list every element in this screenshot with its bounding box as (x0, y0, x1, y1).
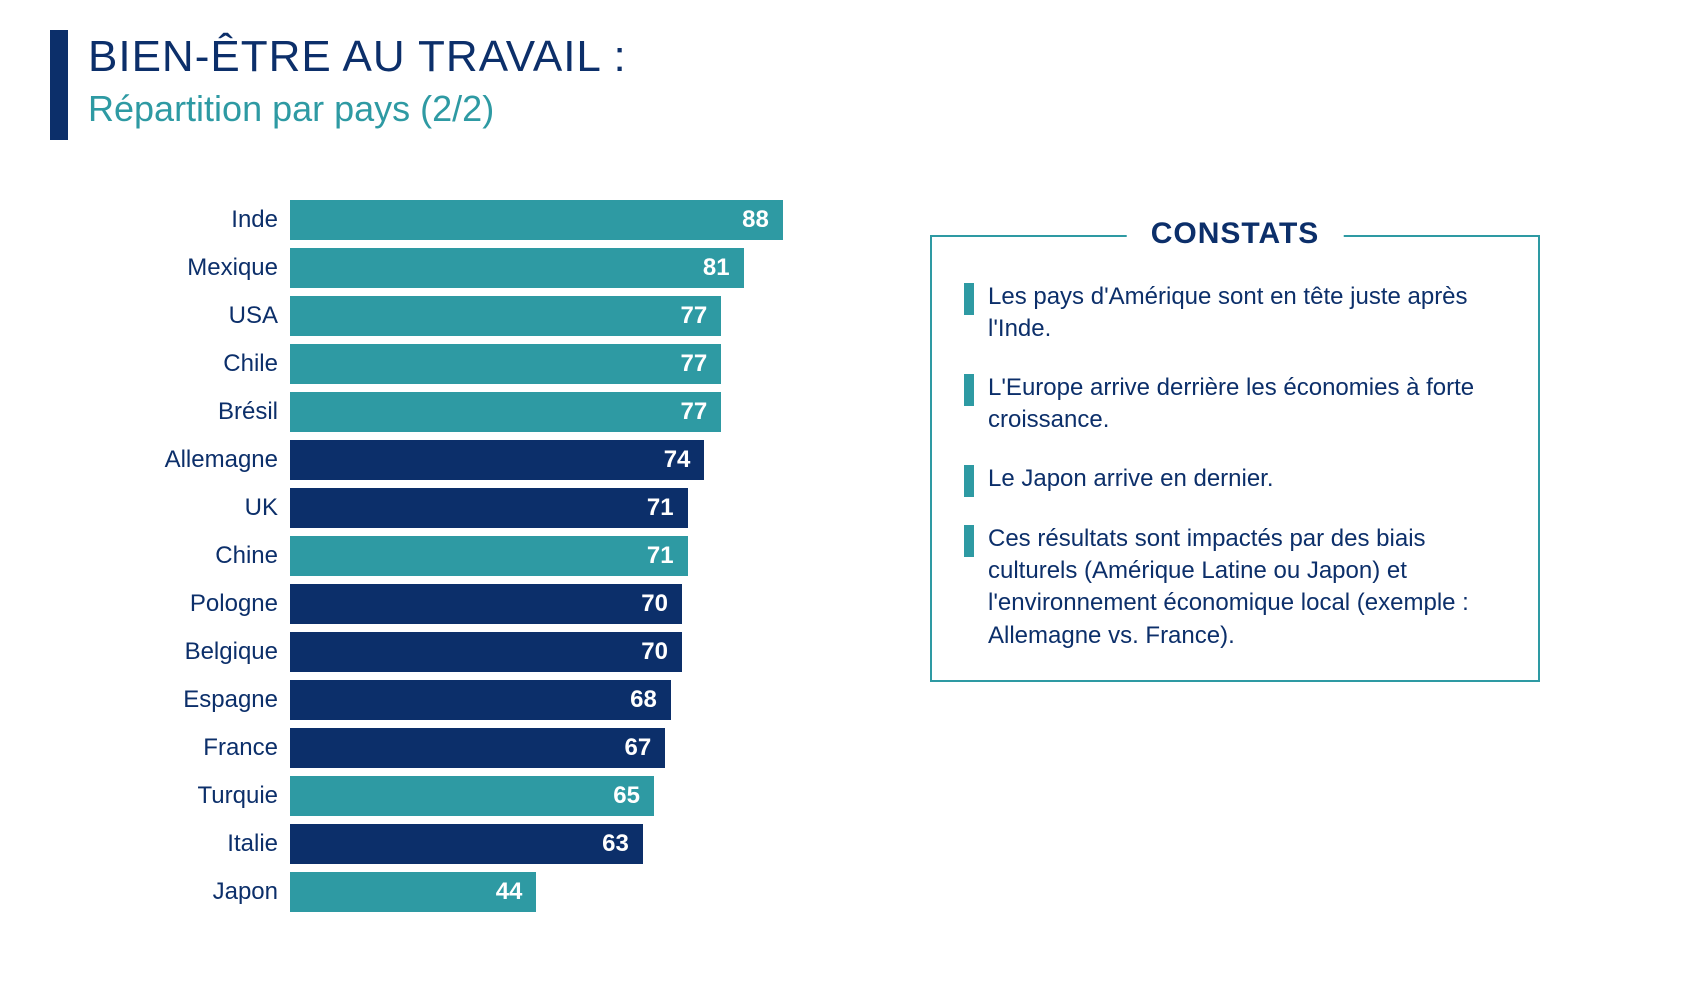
chart-bar: 68 (290, 680, 671, 720)
header-text: BIEN-ÊTRE AU TRAVAIL : Répartition par p… (88, 30, 627, 130)
chart-row: USA 77 (130, 296, 850, 336)
chart-row: Italie 63 (130, 824, 850, 864)
chart-row-label: France (130, 734, 290, 762)
chart-row-label: Mexique (130, 254, 290, 282)
chart-bar-value: 74 (664, 446, 691, 474)
chart-row-label: Pologne (130, 590, 290, 618)
chart-bar: 63 (290, 824, 643, 864)
chart-row: Inde 88 (130, 200, 850, 240)
constats-item-text: L'Europe arrive derrière les économies à… (988, 372, 1506, 437)
chart-bar: 74 (290, 440, 704, 480)
chart-bar: 88 (290, 200, 783, 240)
chart-bar-track: 67 (290, 728, 850, 768)
chart-row-label: Allemagne (130, 446, 290, 474)
chart-row: Espagne 68 (130, 680, 850, 720)
chart-bar: 65 (290, 776, 654, 816)
chart-bar-value: 77 (680, 398, 707, 426)
header-accent-bar (50, 30, 68, 140)
chart-row-label: Italie (130, 830, 290, 858)
chart-row: Belgique 70 (130, 632, 850, 672)
constats-item: Le Japon arrive en dernier. (964, 463, 1506, 497)
content: Inde 88 Mexique 81 USA 77 Chile 77 Brésil 77 Allem… (50, 200, 1632, 912)
chart-bar: 70 (290, 632, 682, 672)
chart-row-label: Belgique (130, 638, 290, 666)
chart-bar-value: 77 (680, 350, 707, 378)
chart-bar-value: 67 (624, 734, 651, 762)
chart-row-label: Inde (130, 206, 290, 234)
chart-bar-track: 70 (290, 584, 850, 624)
chart-bar: 77 (290, 344, 721, 384)
chart-bar-track: 88 (290, 200, 850, 240)
page-title: BIEN-ÊTRE AU TRAVAIL : (88, 32, 627, 82)
chart-row-label: Turquie (130, 782, 290, 810)
chart-bar-value: 71 (647, 494, 674, 522)
chart-bar-track: 77 (290, 392, 850, 432)
chart-bar-track: 77 (290, 296, 850, 336)
chart-bar-value: 70 (641, 638, 668, 666)
chart-row-label: Chile (130, 350, 290, 378)
chart-row-label: Chine (130, 542, 290, 570)
bullet-icon (964, 283, 974, 315)
chart-bar-value: 77 (680, 302, 707, 330)
page-subtitle: Répartition par pays (2/2) (88, 88, 627, 130)
bullet-icon (964, 374, 974, 406)
chart-bar-value: 65 (613, 782, 640, 810)
chart-row: Turquie 65 (130, 776, 850, 816)
chart-bar-value: 70 (641, 590, 668, 618)
constats-body: Les pays d'Amérique sont en tête juste a… (964, 281, 1506, 652)
constats-item: Les pays d'Amérique sont en tête juste a… (964, 281, 1506, 346)
chart-bar-value: 68 (630, 686, 657, 714)
chart-row-label: Espagne (130, 686, 290, 714)
chart-bar: 67 (290, 728, 665, 768)
chart-row: Chile 77 (130, 344, 850, 384)
chart-row: Allemagne 74 (130, 440, 850, 480)
chart-bar-track: 70 (290, 632, 850, 672)
bullet-icon (964, 525, 974, 557)
bullet-icon (964, 465, 974, 497)
chart-bar-value: 71 (647, 542, 674, 570)
constats-item: L'Europe arrive derrière les économies à… (964, 372, 1506, 437)
chart-bar-value: 81 (703, 254, 730, 282)
chart-bar-track: 71 (290, 536, 850, 576)
chart-row: Brésil 77 (130, 392, 850, 432)
header: BIEN-ÊTRE AU TRAVAIL : Répartition par p… (50, 30, 1632, 140)
chart-row: Chine 71 (130, 536, 850, 576)
chart-bar: 44 (290, 872, 536, 912)
bar-chart: Inde 88 Mexique 81 USA 77 Chile 77 Brésil 77 Allem… (130, 200, 850, 912)
constats-item: Ces résultats sont impactés par des biai… (964, 523, 1506, 653)
chart-bar-track: 77 (290, 344, 850, 384)
chart-bar-track: 65 (290, 776, 850, 816)
chart-bar-track: 71 (290, 488, 850, 528)
constats-title-wrap: CONSTATS (1127, 217, 1344, 251)
chart-bar: 70 (290, 584, 682, 624)
chart-bar: 71 (290, 536, 688, 576)
chart-bar-track: 63 (290, 824, 850, 864)
constats-item-text: Le Japon arrive en dernier. (988, 463, 1274, 495)
chart-row-label: UK (130, 494, 290, 522)
constats-item-text: Les pays d'Amérique sont en tête juste a… (988, 281, 1506, 346)
constats-title: CONSTATS (1151, 217, 1320, 251)
chart-bar: 77 (290, 296, 721, 336)
chart-row: France 67 (130, 728, 850, 768)
chart-bar-value: 63 (602, 830, 629, 858)
constats-item-text: Ces résultats sont impactés par des biai… (988, 523, 1506, 653)
chart-bar-track: 74 (290, 440, 850, 480)
constats-panel: CONSTATS Les pays d'Amérique sont en têt… (930, 235, 1540, 682)
chart-bar: 81 (290, 248, 744, 288)
chart-row: Mexique 81 (130, 248, 850, 288)
chart-row: Pologne 70 (130, 584, 850, 624)
chart-row: Japon 44 (130, 872, 850, 912)
chart-bar-value: 88 (742, 206, 769, 234)
chart-row: UK 71 (130, 488, 850, 528)
chart-bar-track: 68 (290, 680, 850, 720)
chart-bar: 77 (290, 392, 721, 432)
chart-row-label: Japon (130, 878, 290, 906)
chart-bar-track: 81 (290, 248, 850, 288)
chart-bar: 71 (290, 488, 688, 528)
chart-row-label: Brésil (130, 398, 290, 426)
chart-row-label: USA (130, 302, 290, 330)
chart-bar-track: 44 (290, 872, 850, 912)
chart-bar-value: 44 (496, 878, 523, 906)
